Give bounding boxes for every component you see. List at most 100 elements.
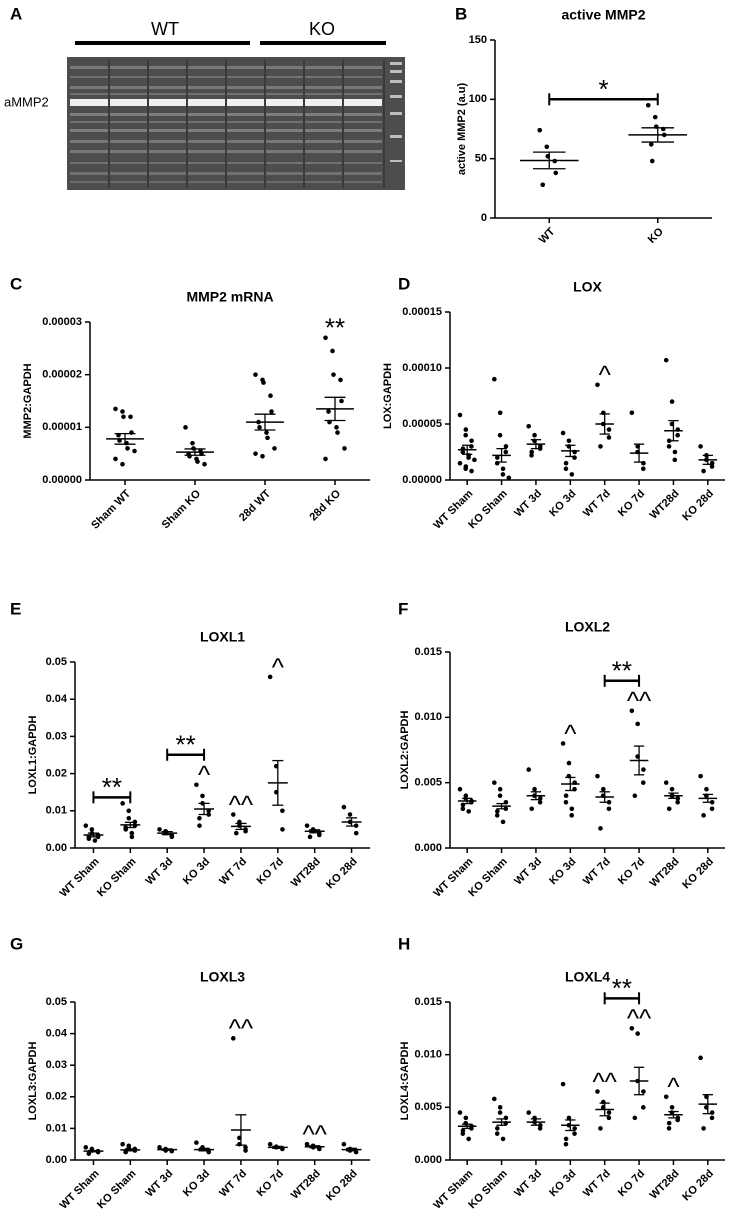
data-point xyxy=(304,823,310,828)
x-tick-label: 28d WT xyxy=(237,488,273,524)
x-tick-label: KO 7d xyxy=(616,488,647,519)
y-axis-label: LOXL3:GAPDH xyxy=(27,1042,39,1121)
data-point xyxy=(261,380,266,385)
x-tick-label: WT xyxy=(537,225,558,246)
data-point xyxy=(497,786,503,792)
data-point xyxy=(701,1126,706,1131)
data-point xyxy=(640,1105,646,1110)
data-point xyxy=(629,410,635,416)
data-point xyxy=(595,382,600,388)
data-point xyxy=(83,1145,89,1150)
data-point xyxy=(640,466,646,472)
x-tick-label: KO 28d xyxy=(324,1168,360,1204)
data-point xyxy=(553,170,559,176)
data-point xyxy=(497,793,503,799)
y-tick-label: 0.015 xyxy=(414,646,442,658)
data-point xyxy=(183,425,188,430)
data-point xyxy=(169,834,175,840)
data-point xyxy=(197,815,202,821)
data-point xyxy=(125,446,130,451)
data-point xyxy=(563,1141,569,1147)
data-point xyxy=(304,1141,310,1147)
group-label: KO xyxy=(309,19,335,39)
data-point xyxy=(194,782,199,788)
data-point xyxy=(264,430,269,435)
data-point xyxy=(560,1081,566,1087)
x-tick-label: KO xyxy=(646,225,666,245)
data-point xyxy=(663,357,669,363)
data-point xyxy=(120,801,125,806)
y-tick-label: 0.00 xyxy=(46,842,67,854)
y-tick-label: 0.005 xyxy=(414,1101,442,1113)
data-point xyxy=(260,454,265,459)
data-point xyxy=(233,830,239,836)
x-tick-label: WT28d xyxy=(648,488,682,522)
chart-title: LOXL1 xyxy=(200,629,245,645)
x-tick-label: WT 3d xyxy=(512,856,544,888)
data-point xyxy=(526,423,532,429)
y-tick-label: 0.005 xyxy=(414,777,442,789)
data-point xyxy=(601,786,606,792)
data-point xyxy=(672,457,678,463)
y-axis-label: LOXL1:GAPDH xyxy=(27,716,39,795)
y-tick-label: 0.03 xyxy=(46,730,67,742)
data-point xyxy=(495,809,500,814)
x-tick-label: KO 3d xyxy=(547,1168,578,1199)
x-tick-label: WT Sham xyxy=(58,1168,102,1212)
data-point xyxy=(497,1110,503,1115)
annotation: ^^ xyxy=(302,1119,327,1149)
y-tick-label: 0.01 xyxy=(46,805,67,817)
data-point xyxy=(280,827,285,832)
data-point xyxy=(632,793,638,799)
data-point xyxy=(537,1126,543,1131)
x-tick-label: KO 7d xyxy=(255,856,286,887)
y-tick-label: 0.05 xyxy=(46,656,67,668)
y-tick-label: 0.00015 xyxy=(402,306,442,318)
data-point xyxy=(335,430,340,435)
data-point xyxy=(698,1055,703,1061)
data-point xyxy=(572,1126,577,1131)
data-point xyxy=(339,398,344,404)
panel-letter: B xyxy=(455,4,467,23)
x-tick-label: WT28d xyxy=(648,1168,682,1202)
data-point xyxy=(669,786,675,792)
annotation: ^ xyxy=(198,760,211,790)
data-point xyxy=(666,444,672,449)
data-point xyxy=(494,1131,500,1136)
data-point xyxy=(566,438,572,444)
data-point xyxy=(460,449,466,455)
data-point xyxy=(341,1141,347,1147)
y-tick-label: 0.04 xyxy=(46,693,68,705)
data-point xyxy=(529,806,535,812)
data-point xyxy=(698,444,703,449)
data-point xyxy=(341,804,347,810)
data-point xyxy=(569,806,575,812)
y-tick-label: 0.05 xyxy=(46,996,67,1008)
data-point xyxy=(641,767,646,772)
data-point xyxy=(338,377,343,383)
x-tick-label: KO 28d xyxy=(680,1168,716,1204)
data-point xyxy=(648,142,654,147)
data-point xyxy=(334,425,339,430)
chart-title: LOXL4 xyxy=(565,969,610,985)
data-point xyxy=(457,1110,463,1115)
y-axis-label: LOXL4:GAPDH xyxy=(399,1042,411,1121)
y-tick-label: 0.03 xyxy=(46,1059,67,1071)
data-point xyxy=(280,808,285,814)
band-label: aMMP2 xyxy=(4,94,49,109)
data-point xyxy=(709,464,715,469)
y-tick-label: 0.01 xyxy=(46,1122,67,1134)
data-point xyxy=(566,760,572,766)
data-point xyxy=(537,799,543,805)
data-point xyxy=(267,674,273,680)
annotation: ^ xyxy=(667,1072,680,1102)
data-point xyxy=(257,425,262,430)
y-tick-label: 0.02 xyxy=(46,1091,67,1103)
annotation: ^^ xyxy=(627,686,652,716)
y-tick-label: 0.00003 xyxy=(42,316,82,328)
data-point xyxy=(701,813,706,818)
annotation: ** xyxy=(176,730,196,760)
annotation: ^^ xyxy=(592,1066,617,1096)
annotation: ^^ xyxy=(627,1003,652,1033)
y-axis-label: active MMP2 (a.u) xyxy=(456,83,468,176)
